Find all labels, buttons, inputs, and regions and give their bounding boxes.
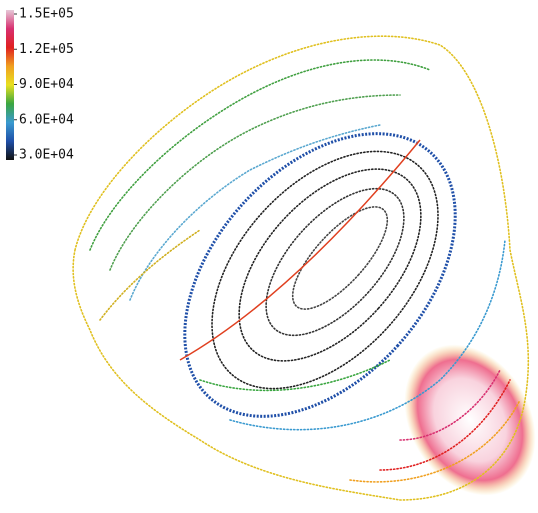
- colorbar-label: 3.0E+04: [19, 148, 74, 163]
- surface: [73, 36, 538, 513]
- colorbar-label: 1.2E+05: [19, 42, 74, 57]
- figure: 1.5E+05 1.2E+05 9.0E+04 6.0E+04 3.0E+04: [0, 0, 538, 513]
- colorbar-label: 9.0E+04: [19, 77, 74, 92]
- colorbar-label: 6.0E+04: [19, 112, 74, 127]
- colorbar-label: 1.5E+05: [19, 7, 74, 22]
- colorbar: [6, 10, 14, 160]
